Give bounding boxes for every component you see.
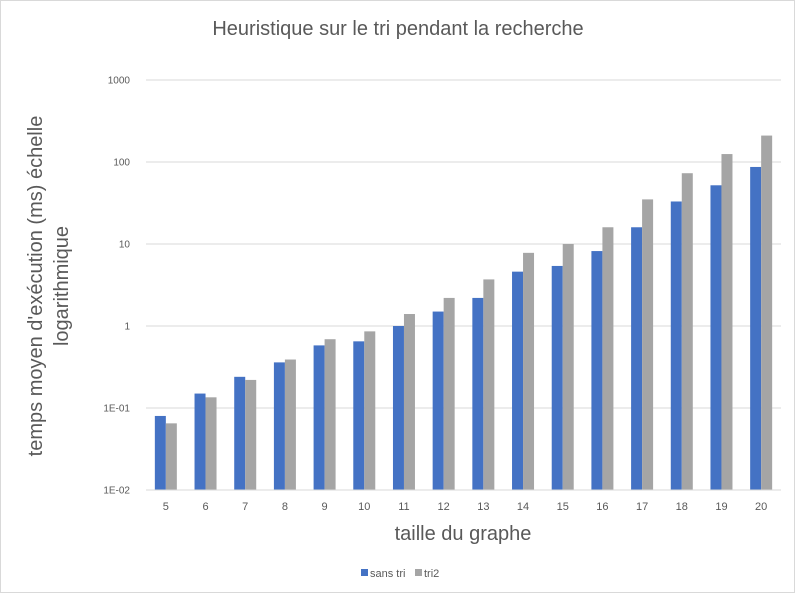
bar-sans-tri-13 bbox=[472, 297, 484, 490]
bar-sans-tri-8 bbox=[273, 362, 285, 490]
x-tick-label: 16 bbox=[596, 501, 608, 513]
bar-tri2-19 bbox=[721, 154, 733, 490]
x-tick-label: 6 bbox=[202, 501, 208, 513]
y-tick-label: 100 bbox=[113, 158, 130, 169]
bar-tri2-6 bbox=[205, 397, 217, 490]
y-tick-label: 1 bbox=[124, 322, 130, 333]
bar-tri2-13 bbox=[483, 279, 495, 490]
x-tick-label: 7 bbox=[242, 501, 248, 513]
bar-tri2-11 bbox=[403, 314, 415, 490]
bar-sans-tri-5 bbox=[154, 415, 166, 490]
bar-tri2-9 bbox=[324, 339, 336, 490]
x-tick-label: 10 bbox=[358, 501, 370, 513]
x-tick-label: 9 bbox=[322, 501, 328, 513]
bar-sans-tri-14 bbox=[512, 271, 524, 490]
y-tick-label: 1000 bbox=[108, 76, 131, 87]
legend-swatch-sans-tri bbox=[361, 569, 368, 576]
x-axis-label: taille du graphe bbox=[395, 523, 532, 545]
bar-tri2-17 bbox=[642, 199, 654, 490]
bar-tri2-7 bbox=[245, 379, 257, 490]
bar-tri2-14 bbox=[523, 252, 535, 490]
y-axis-label: temps moyen d'exécution (ms) échelle log… bbox=[25, 116, 73, 457]
x-tick-label: 8 bbox=[282, 501, 288, 513]
bar-sans-tri-15 bbox=[551, 265, 563, 490]
bar-sans-tri-17 bbox=[631, 227, 643, 491]
bar-sans-tri-10 bbox=[353, 341, 365, 490]
bar-tri2-10 bbox=[364, 331, 376, 490]
bar-tri2-12 bbox=[443, 297, 455, 490]
x-tick-label: 19 bbox=[715, 501, 727, 513]
bar-tri2-5 bbox=[165, 423, 177, 490]
y-tick-label: 1E-02 bbox=[103, 486, 130, 497]
bar-sans-tri-9 bbox=[313, 345, 325, 490]
chart-title: Heuristique sur le tri pendant la recher… bbox=[212, 18, 583, 40]
x-tick-labels: 5 6 7 8 9 10 11 12 13 14 15 16 17 18 19 20 bbox=[163, 501, 768, 513]
x-tick-label: 18 bbox=[676, 501, 688, 513]
x-tick-label: 14 bbox=[517, 501, 529, 513]
bar-tri2-8 bbox=[284, 359, 296, 490]
bar-sans-tri-20 bbox=[750, 166, 762, 491]
bar-sans-tri-18 bbox=[670, 201, 682, 490]
legend-swatch-tri2 bbox=[415, 569, 422, 576]
x-tick-label: 11 bbox=[398, 501, 409, 513]
bar-tri2-15 bbox=[562, 244, 574, 490]
bar-sans-tri-11 bbox=[392, 326, 404, 490]
bar-sans-tri-16 bbox=[591, 251, 603, 490]
x-tick-label: 15 bbox=[557, 501, 569, 513]
bar-tri2-16 bbox=[602, 227, 614, 491]
x-tick-label: 20 bbox=[755, 501, 767, 513]
legend: sans tri tri2 bbox=[361, 568, 439, 580]
y-tick-label: 10 bbox=[119, 240, 131, 251]
y-tick-labels: 1E-02 1E-01 1 10 100 1000 bbox=[103, 76, 130, 497]
x-tick-label: 13 bbox=[477, 501, 489, 513]
y-axis-label-line-2: logarithmique bbox=[51, 226, 73, 346]
bar-sans-tri-7 bbox=[234, 376, 246, 490]
x-tick-label: 17 bbox=[636, 501, 648, 513]
y-axis-label-line-1: temps moyen d'exécution (ms) échelle bbox=[25, 116, 47, 457]
bar-tri2-20 bbox=[761, 135, 773, 491]
bar-sans-tri-6 bbox=[194, 393, 206, 490]
y-tick-label: 1E-01 bbox=[103, 404, 130, 415]
x-tick-label: 5 bbox=[163, 501, 169, 513]
bar-sans-tri-12 bbox=[432, 311, 444, 490]
bar-tri2-18 bbox=[681, 173, 693, 490]
legend-label-sans-tri: sans tri bbox=[370, 568, 405, 580]
legend-label-tri2: tri2 bbox=[424, 568, 439, 580]
bars bbox=[154, 135, 773, 491]
x-tick-label: 12 bbox=[438, 501, 450, 513]
bar-sans-tri-19 bbox=[710, 185, 722, 490]
